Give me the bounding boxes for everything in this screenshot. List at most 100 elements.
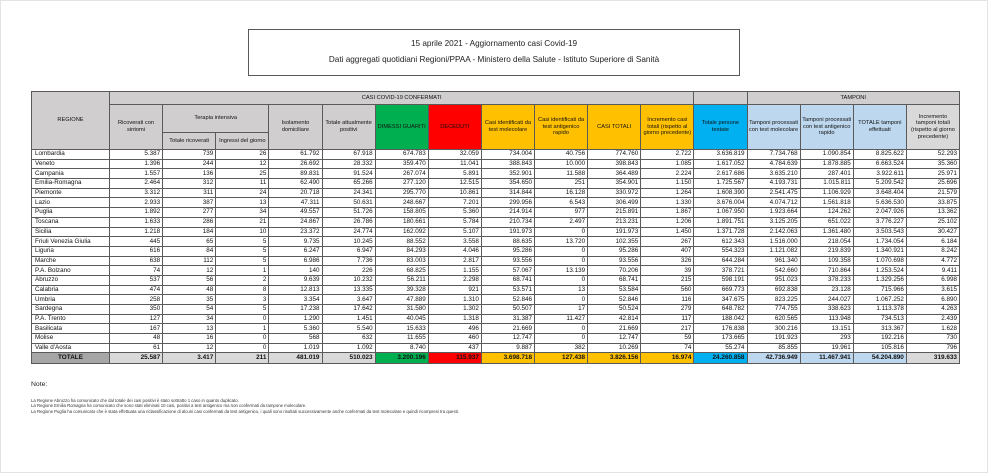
- cell-casi-test-molecolare: 354.650: [480, 178, 536, 189]
- cell-isolamento-domiciliare: 140: [268, 265, 323, 276]
- region-name: Friuli Venezia Giulia: [31, 236, 110, 247]
- region-name: Basilicata: [31, 323, 110, 335]
- cell-casi-test-molecolare: 95.286: [480, 245, 536, 257]
- cell-incremento-casi: 1.206: [640, 216, 695, 228]
- cell-casi-totali: 50.524: [587, 304, 642, 315]
- column-header-casi-antigenico: Casi identificati da test antigenico rap…: [533, 104, 589, 150]
- cell-totale-persone-testate: 644.284: [693, 255, 748, 267]
- cell-totale-tamponi: 105.816: [852, 342, 907, 354]
- cell-ricoverati-con-sintomi: 167: [108, 323, 164, 335]
- cell-incremento-tamponi: 25.696: [905, 178, 961, 189]
- region-name: Abruzzo: [31, 274, 110, 286]
- table-row: Piemonte 3.312 311 24 20.718 24.341 295.770 10.…: [31, 187, 961, 199]
- cell-incremento-casi: 39: [640, 265, 695, 276]
- region-name: Campania: [31, 168, 110, 180]
- cell-deceduti: 7.201: [427, 197, 482, 209]
- cell-incremento-tamponi: 1.628: [905, 323, 961, 335]
- table-row: Emilia-Romagna 2.464 312 11 62.490 65.266 277.…: [31, 178, 961, 189]
- note-line: La Regione Emilia Romagna ha comunicato …: [31, 403, 307, 409]
- cell-tamponi-molecolare: 4.784.639: [746, 158, 801, 170]
- region-name: Sardegna: [31, 304, 110, 315]
- cell-tamponi-molecolare: 774.755: [746, 304, 801, 315]
- region-name: Sicilia: [31, 226, 110, 238]
- cell-ricoverati-con-sintomi: 74: [108, 265, 164, 276]
- cell-ti-ingressi-giorno: 11: [215, 178, 270, 189]
- cell-ricoverati-con-sintomi: 1.633: [108, 216, 164, 228]
- cell-ricoverati-con-sintomi: 616: [108, 245, 164, 257]
- table-row: Sicilia 1.218 184 10 23.372 24.774 162.092 5.10…: [31, 226, 961, 238]
- cell-isolamento-domiciliare: 568: [268, 333, 323, 344]
- cell-isolamento-domiciliare: 61.792: [268, 149, 323, 160]
- cell-casi-totali: 774.760: [587, 149, 642, 160]
- cell-ti-totale-ricoverati: 184: [162, 226, 217, 238]
- cell-tamponi-molecolare: 2.142.063: [746, 226, 801, 238]
- cell-dimessi-guariti: 15.633: [374, 323, 429, 335]
- cell-deceduti: 1.310: [427, 294, 482, 305]
- cell-dimessi-guariti: 68.825: [374, 265, 429, 276]
- total-cell-incremento-casi: 16.974: [640, 352, 695, 365]
- table-row: P.A. Bolzano 74 12 1 140 226 68.825 1.155 57.067…: [31, 265, 961, 276]
- cell-isolamento-domiciliare: 3.354: [268, 294, 323, 305]
- cell-casi-test-molecolare: 68.741: [480, 274, 536, 286]
- spacer-cell: [693, 91, 748, 105]
- cell-ricoverati-con-sintomi: 445: [108, 236, 164, 247]
- region-name: Veneto: [31, 158, 110, 170]
- table-row: Marche 638 112 5 6.986 7.736 83.003 2.817 93.556…: [31, 255, 961, 267]
- column-header-dimessi-guariti: DIMESSI GUARITI: [374, 104, 429, 150]
- cell-tamponi-antigenico: 338.623: [799, 304, 854, 315]
- cell-isolamento-domiciliare: 6.247: [268, 245, 323, 257]
- cell-casi-totali: 213.231: [587, 216, 642, 228]
- cell-totale-tamponi: 2.047.926: [852, 207, 907, 218]
- cell-incremento-tamponi: 13.362: [905, 207, 961, 218]
- column-header-tamponi-molecolare: Tamponi processati con test molecolare: [746, 104, 801, 150]
- cell-ti-totale-ricoverati: 16: [162, 333, 217, 344]
- cell-tamponi-antigenico: 113.948: [799, 313, 854, 325]
- cell-casi-test-antigenico: 17: [533, 304, 589, 315]
- cell-dimessi-guariti: 359.470: [374, 158, 429, 170]
- cell-incremento-tamponi: 3.615: [905, 284, 961, 296]
- cell-totale-attualmente-positivi: 50.631: [321, 197, 376, 209]
- table-row: Abruzzo 537 56 2 9.639 10.232 56.211 2.298 68.74…: [31, 274, 961, 286]
- cell-ti-ingressi-giorno: 1: [215, 265, 270, 276]
- cell-isolamento-domiciliare: 24.867: [268, 216, 323, 228]
- group-header-terapia-intensiva: Terapia intensiva: [162, 104, 270, 133]
- cell-ti-ingressi-giorno: 5: [215, 304, 270, 315]
- cell-ricoverati-con-sintomi: 127: [108, 313, 164, 325]
- cell-isolamento-domiciliare: 17.238: [268, 304, 323, 315]
- table-row: Veneto 1.396 244 12 26.692 28.332 359.470 11.04…: [31, 158, 961, 170]
- cell-casi-test-antigenico: 16.128: [533, 187, 589, 199]
- report-title: 15 aprile 2021 - Aggiornamento casi Covi…: [410, 39, 578, 48]
- notes-section: Note: La Regione Abruzzo ha comunicato c…: [31, 381, 961, 414]
- cell-totale-attualmente-positivi: 91.524: [321, 168, 376, 180]
- total-cell-ricoverati-con-sintomi: 25.587: [108, 352, 164, 365]
- cell-incremento-casi: 116: [640, 294, 695, 305]
- cell-incremento-tamponi: 30.427: [905, 226, 961, 238]
- cell-ti-ingressi-giorno: 5: [215, 236, 270, 247]
- table-header: REGIONE CASI COVID-19 CONFERMATI TAMPONI…: [31, 91, 961, 150]
- region-name: Piemonte: [31, 187, 110, 199]
- cell-tamponi-antigenico: 109.358: [799, 255, 854, 267]
- cell-casi-test-antigenico: 0: [533, 323, 589, 335]
- cell-totale-persone-testate: 598.191: [693, 274, 748, 286]
- cell-isolamento-domiciliare: 26.692: [268, 158, 323, 170]
- cell-incremento-tamponi: 2.439: [905, 313, 961, 325]
- cell-totale-tamponi: 1.329.256: [852, 274, 907, 286]
- cell-casi-test-molecolare: 210.734: [480, 216, 536, 228]
- cell-dimessi-guariti: 8.740: [374, 342, 429, 354]
- cell-totale-attualmente-positivi: 3.647: [321, 294, 376, 305]
- cell-totale-attualmente-positivi: 28.332: [321, 158, 376, 170]
- cell-ricoverati-con-sintomi: 350: [108, 304, 164, 315]
- total-cell-casi-test-antigenico: 127.438: [533, 352, 589, 365]
- table-row: Sardegna 350 54 5 17.238 17.642 31.580 1.302 50.…: [31, 304, 961, 315]
- cell-incremento-tamponi: 796: [905, 342, 961, 354]
- cell-totale-persone-testate: 1.371.728: [693, 226, 748, 238]
- cell-dimessi-guariti: 180.661: [374, 216, 429, 228]
- column-header-positivi: Totale attualmente positivi: [321, 104, 376, 150]
- cell-tamponi-molecolare: 620.565: [746, 313, 801, 325]
- cell-ti-ingressi-giorno: 8: [215, 284, 270, 296]
- cell-casi-test-molecolare: 21.669: [480, 323, 536, 335]
- cell-casi-totali: 12.747: [587, 333, 642, 344]
- region-name: Umbria: [31, 294, 110, 305]
- cell-ti-totale-ricoverati: 65: [162, 236, 217, 247]
- region-name: Lazio: [31, 197, 110, 209]
